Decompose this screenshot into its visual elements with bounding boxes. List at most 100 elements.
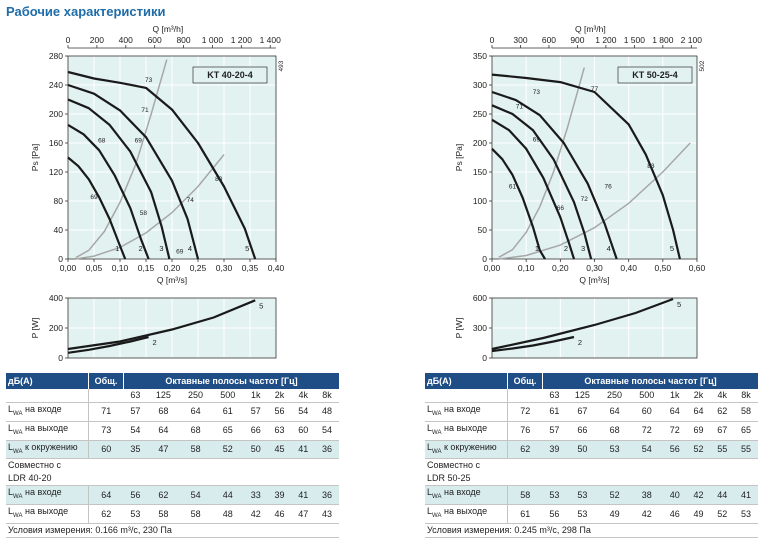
- level-symbol: L: [8, 404, 14, 414]
- band-value: 60: [630, 402, 663, 422]
- level-subscript: WA: [13, 410, 23, 417]
- frequency-label: 63: [130, 390, 141, 400]
- total-value: 76: [507, 420, 543, 441]
- chart-title: KT 40-20-4: [207, 70, 253, 80]
- fan-curve-3: [67, 98, 171, 260]
- band-value: 64: [662, 402, 687, 422]
- frequency-row-spacer: [6, 389, 89, 403]
- chart-code: 493: [278, 60, 285, 71]
- power-y-tick-label: 0: [58, 353, 63, 363]
- top-tick-label: 1 400: [260, 35, 282, 45]
- frequency-label: 2k: [693, 390, 704, 400]
- header-db: дБ(A): [6, 373, 89, 389]
- band-value: 56: [542, 504, 567, 524]
- x-tick-label: 0,05: [86, 263, 103, 273]
- level-subscript: WA: [432, 512, 442, 519]
- row-label-text: на входе: [441, 404, 481, 414]
- row-label: LWA на входе: [6, 485, 89, 505]
- y-tick-label: 80: [54, 196, 64, 206]
- frequency-label: 2k: [274, 390, 285, 400]
- efficiency-label: 71: [141, 107, 149, 114]
- top-tick-label: 1 200: [231, 35, 253, 45]
- band-value: 69: [686, 420, 711, 441]
- frequency-label: 125: [155, 390, 171, 400]
- total-value: 64: [88, 485, 124, 505]
- row-label: LWA на выходе: [425, 504, 508, 524]
- band-value: 40: [662, 485, 687, 505]
- band-value: 66: [243, 420, 268, 441]
- band-value: 41: [734, 485, 758, 505]
- row-label: LWA на выходе: [425, 420, 508, 441]
- level-symbol: L: [427, 441, 433, 452]
- total-value: 73: [88, 420, 124, 441]
- fan-curve-label: 2: [564, 244, 568, 253]
- band-value: 62: [147, 485, 180, 505]
- band-value: 56: [662, 439, 687, 459]
- frequency-row-spacer: [425, 389, 508, 403]
- band-value: 65: [734, 420, 758, 441]
- band-value: 41: [291, 439, 316, 459]
- band-value: 67: [710, 420, 735, 441]
- band-value: 52: [211, 439, 244, 459]
- band-value: 55: [710, 439, 735, 459]
- band-value: 68: [147, 402, 180, 422]
- power-curve-label: 5: [677, 300, 681, 309]
- fan-curve-label: 4: [188, 244, 192, 253]
- header-db: дБ(A): [425, 373, 508, 389]
- efficiency-label: 66: [557, 205, 565, 212]
- sound-level-row: LWA на входе 71 57 68 64 61 57 56 54 48: [6, 402, 339, 422]
- row-label-text: на выходе: [22, 422, 69, 433]
- total-value: 72: [507, 402, 543, 422]
- y-tick-label: 350: [473, 51, 487, 61]
- band-value: 44: [211, 485, 244, 505]
- row-label: LWA на входе: [425, 402, 508, 422]
- joint-note: Совместно с: [425, 458, 758, 473]
- fan-curve-1: [491, 148, 546, 260]
- top-tick-label: 1 800: [652, 35, 674, 45]
- frequency-label: 250: [607, 390, 623, 400]
- frequency-label: 8k: [741, 390, 751, 400]
- band-value: 42: [630, 504, 663, 524]
- joint-note: LDR 40-20: [8, 473, 52, 484]
- power-curve-label: 2: [153, 338, 157, 347]
- joint-note-row: LDR 50-25: [425, 472, 758, 486]
- frequency-label: 500: [639, 390, 655, 400]
- y-tick-label: 50: [478, 225, 488, 235]
- joint-note: LDR 50-25: [427, 473, 471, 484]
- y-tick-label: 150: [473, 167, 487, 177]
- power-curve-2: [67, 335, 149, 354]
- band-value: 57: [243, 402, 268, 422]
- y-axis-title: Ps [Pa]: [30, 144, 40, 171]
- band-value: 38: [630, 485, 663, 505]
- power-curve-5: [67, 299, 256, 351]
- top-axis-title: Q [m³/h]: [575, 24, 606, 34]
- efficiency-label: 77: [591, 86, 599, 93]
- band-value: 58: [179, 504, 212, 524]
- row-label: LWA на выходе: [6, 420, 89, 441]
- band-value: 50: [243, 439, 268, 459]
- sound-level-row: LWA на выходе 73 54 64 68 65 66 63 60 54: [6, 420, 339, 441]
- power-y-axis-title: P [W]: [454, 318, 464, 339]
- efficiency-label: 68: [98, 137, 106, 144]
- frequency-label: 4k: [717, 390, 727, 400]
- efficiency-label: 71: [516, 103, 524, 110]
- system-curve: [75, 154, 225, 260]
- band-value: 56: [267, 402, 292, 422]
- fan-curve-4: [491, 90, 618, 260]
- top-tick-label: 900: [570, 35, 584, 45]
- y-tick-label: 40: [54, 225, 64, 235]
- y-tick-label: 160: [49, 138, 63, 148]
- sound-level-row: LWA на входе 72 61 67 64 60 64 64 62 58: [425, 402, 758, 422]
- band-value: 39: [542, 439, 567, 459]
- header-octave-bands: Октавные полосы частот [Гц]: [123, 373, 339, 389]
- sound-level-row: LWA к окружению 60 35 47 58 52 50 45 41 36: [6, 439, 339, 459]
- x-tick-label: 0,20: [552, 263, 569, 273]
- band-value: 52: [686, 439, 711, 459]
- band-value: 54: [291, 402, 316, 422]
- band-value: 53: [734, 504, 758, 524]
- level-subscript: WA: [432, 429, 442, 436]
- band-value: 68: [179, 420, 212, 441]
- efficiency-label: 69: [90, 194, 98, 201]
- band-value: 66: [566, 420, 599, 441]
- y-tick-label: 240: [49, 80, 63, 90]
